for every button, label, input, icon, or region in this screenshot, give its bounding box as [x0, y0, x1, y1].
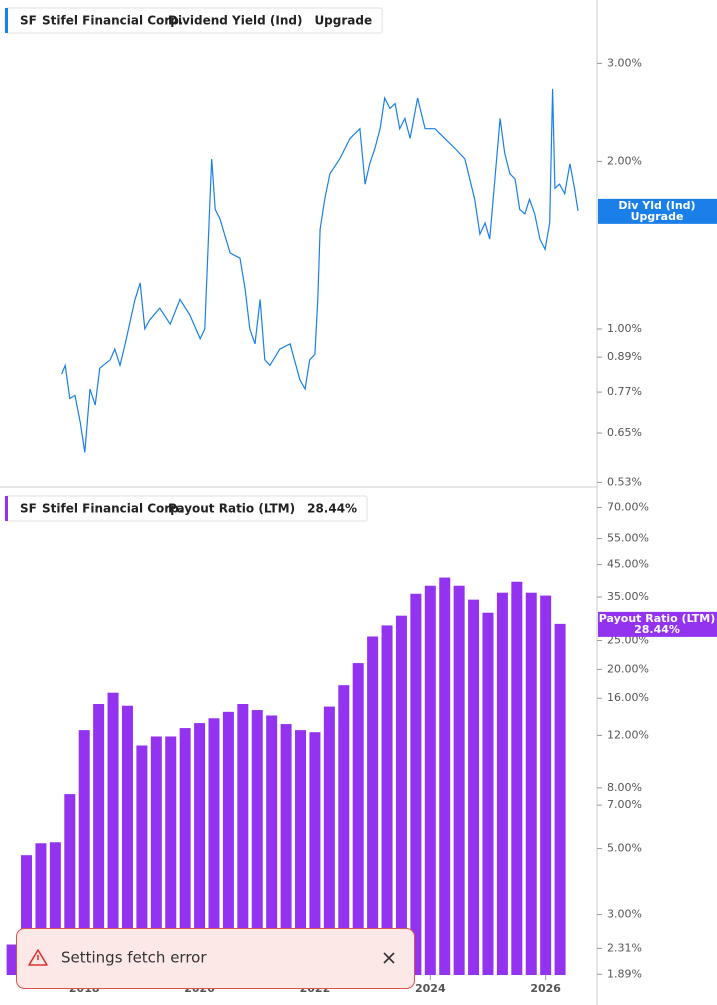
- badge-label: Upgrade: [631, 210, 684, 223]
- y-tick-label: 7.00%: [607, 798, 642, 811]
- bar: [381, 625, 393, 975]
- toast: [16, 928, 415, 989]
- legend-swatch: [5, 8, 8, 33]
- bar: [21, 855, 33, 975]
- value-badge: [598, 611, 717, 637]
- y-tick-label: 3.00%: [607, 908, 642, 921]
- bar: [468, 599, 480, 975]
- bar: [237, 704, 249, 975]
- bar: [121, 705, 133, 975]
- bar: [309, 732, 321, 975]
- legend-series-name: Dividend Yield (Ind): [168, 14, 302, 28]
- bar: [395, 615, 407, 975]
- toast-message: Settings fetch error: [61, 949, 207, 967]
- y-tick-label: 2.31%: [607, 941, 642, 954]
- legend-company: Stifel Financial Corp.: [42, 14, 183, 28]
- bar: [410, 593, 422, 975]
- bar: [482, 612, 494, 975]
- value-badge: [598, 198, 717, 224]
- y-tick-label: 0.53%: [607, 475, 642, 488]
- y-tick-label: 1.89%: [607, 967, 642, 980]
- legend-series-name: Payout Ratio (LTM): [168, 502, 295, 516]
- bar: [496, 592, 508, 975]
- bar: [323, 706, 335, 975]
- x-tick-label: 2024: [415, 982, 446, 995]
- y-tick-label: 3.00%: [607, 56, 642, 69]
- legend-company: Stifel Financial Corp.: [42, 502, 183, 516]
- bar: [78, 730, 90, 975]
- bar: [165, 736, 177, 975]
- bar: [93, 704, 105, 975]
- bar: [6, 944, 18, 975]
- y-tick-label: 5.00%: [607, 842, 642, 855]
- y-tick-label: 35.00%: [607, 590, 649, 603]
- legend-tag: 28.44%: [307, 502, 357, 516]
- badge-label: Payout Ratio (LTM): [599, 612, 716, 625]
- bar: [35, 843, 47, 975]
- y-tick-label: 0.77%: [607, 385, 642, 398]
- x-tick-label: 2026: [530, 982, 561, 995]
- bar: [266, 715, 278, 975]
- bar: [295, 730, 307, 975]
- legend-swatch: [5, 496, 8, 521]
- bar: [64, 794, 76, 975]
- bar: [136, 745, 148, 975]
- bar: [511, 581, 523, 975]
- bar: [194, 723, 206, 975]
- badge-label: 28.44%: [634, 623, 680, 636]
- bar: [352, 663, 364, 975]
- y-tick-label: 1.00%: [607, 322, 642, 335]
- bar: [367, 636, 379, 975]
- line: [61, 88, 579, 453]
- bar: [107, 692, 119, 975]
- legend: SF Stifel Financial Corp.Dividend Yield (…: [4, 7, 383, 34]
- bar: [280, 724, 292, 975]
- bar: [338, 685, 350, 975]
- y-tick-label: 16.00%: [607, 691, 649, 704]
- bar: [525, 592, 537, 975]
- y-tick-label: 20.00%: [607, 662, 649, 675]
- y-tick-label: 0.89%: [607, 350, 642, 363]
- y-tick-label: 70.00%: [607, 500, 649, 513]
- bar: [554, 623, 566, 975]
- close-icon: [383, 952, 395, 964]
- bar: [439, 577, 451, 975]
- bar: [49, 842, 61, 975]
- y-tick-label: 8.00%: [607, 781, 642, 794]
- bar: [251, 710, 263, 975]
- bar: [150, 736, 162, 975]
- bar: [453, 585, 465, 975]
- bar: [424, 585, 436, 975]
- bar: [179, 728, 191, 975]
- y-tick-label: 2.00%: [607, 154, 642, 167]
- bar: [222, 711, 234, 975]
- legend-tag: Upgrade: [314, 14, 372, 28]
- badge-label: Div Yld (Ind): [618, 199, 695, 212]
- legend: SF Stifel Financial Corp.Payout Ratio (LT…: [4, 495, 368, 522]
- y-tick-label: 45.00%: [607, 558, 649, 571]
- bar: [208, 718, 220, 975]
- y-tick-label: 0.65%: [607, 426, 642, 439]
- warning-icon: [28, 949, 48, 966]
- legend-ticker: SF: [20, 502, 37, 516]
- y-tick-label: 12.00%: [607, 728, 649, 741]
- bar: [540, 595, 552, 975]
- overlay: Settings fetch error: [16, 928, 415, 989]
- toast-close[interactable]: [379, 948, 399, 968]
- y-tick-label: 55.00%: [607, 532, 649, 545]
- legend-ticker: SF: [20, 14, 37, 28]
